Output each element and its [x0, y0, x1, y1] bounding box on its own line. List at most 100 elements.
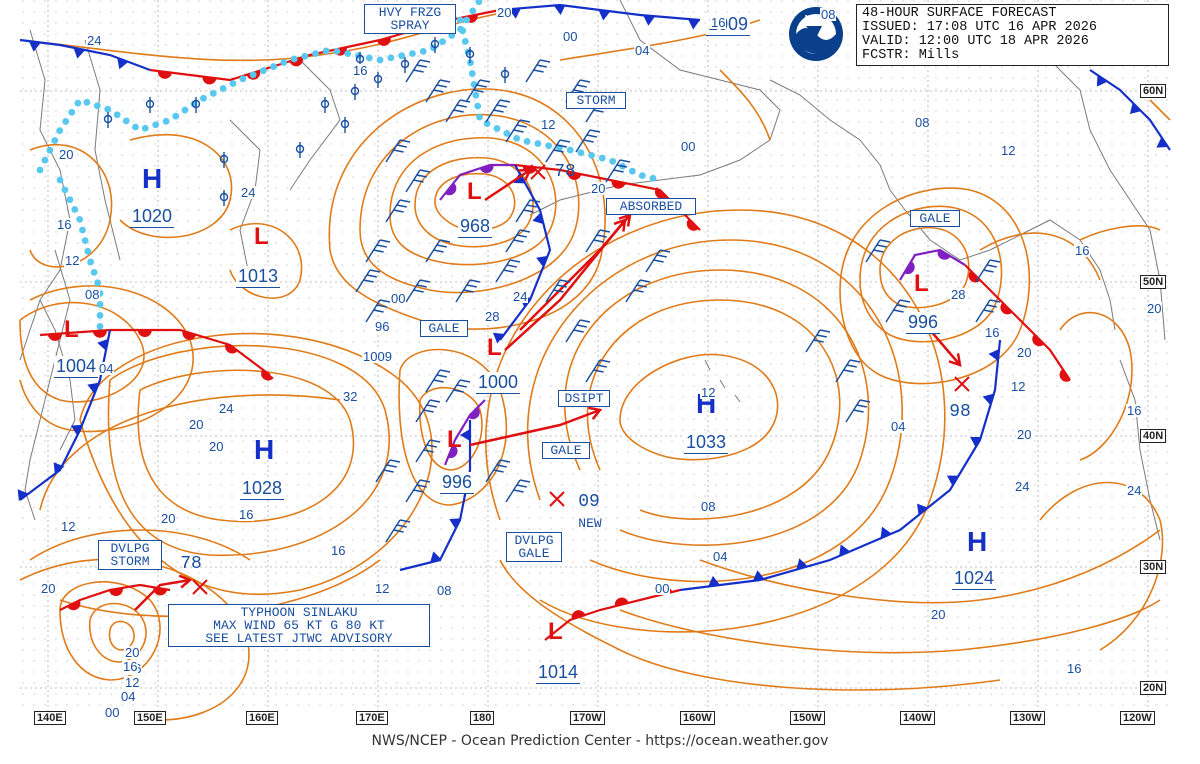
- wind-barb: [975, 259, 1001, 283]
- freezing-spray-symbol: [400, 57, 410, 73]
- ice-front: [56, 176, 104, 330]
- isobar-label: 16: [1126, 403, 1143, 418]
- occl-front: [443, 399, 486, 466]
- isobar-label: 04: [890, 419, 907, 434]
- gale-warning-label-ne: GALE: [910, 210, 960, 227]
- wind-barb: [465, 79, 491, 103]
- wind-barb: [585, 359, 611, 383]
- cold-front: [679, 339, 1002, 592]
- forecast-x-mark: [954, 376, 970, 392]
- forecast-position-value: 98: [949, 402, 971, 422]
- longitude-label: 160W: [680, 711, 715, 725]
- isobar-label: 04: [98, 361, 115, 376]
- track-arrowhead: [618, 213, 632, 227]
- central-pressure-value: 1033: [684, 432, 729, 454]
- wind-barb: [505, 119, 531, 143]
- heavy-freezing-spray-label: HVY FRZG SPRAY: [364, 4, 456, 34]
- latitude-label: 60N: [1140, 84, 1167, 98]
- isobar-label: 24: [1126, 483, 1143, 498]
- isobar-label: 12: [64, 253, 81, 268]
- isobar-label: 12: [540, 117, 557, 132]
- wind-barb: [485, 99, 511, 123]
- central-pressure-value: 996: [440, 472, 475, 494]
- isobar-label: 20: [208, 439, 225, 454]
- isobar-label: 20: [58, 147, 75, 162]
- wind-barbs: [355, 59, 1001, 543]
- storm-tracks: [134, 168, 962, 611]
- forecast-position-marks: [192, 164, 970, 595]
- wind-barb: [865, 239, 891, 263]
- isobar-label: 08: [914, 115, 931, 130]
- isobar-label: 20: [496, 5, 513, 20]
- isobar-label: 96: [374, 319, 391, 334]
- isobar-label: 12: [700, 385, 717, 400]
- wind-barb: [565, 319, 591, 343]
- isobar-label: 24: [218, 401, 235, 416]
- storm-track-arrow: [484, 168, 531, 202]
- isobar-label: 12: [1000, 143, 1017, 158]
- longitude-label: 170W: [570, 711, 605, 725]
- wind-barb: [425, 79, 451, 103]
- low-pressure-letter: L: [467, 178, 482, 205]
- isobar-label: 04: [120, 689, 137, 704]
- isobar-label: 16: [710, 15, 727, 30]
- isobar-label: 24: [1014, 479, 1031, 494]
- storm-track-arrow: [929, 329, 961, 366]
- wind-barb: [425, 239, 451, 263]
- isobar-label: 16: [330, 543, 347, 558]
- wind-barb: [515, 199, 541, 223]
- longitude-label: 120W: [1120, 711, 1155, 725]
- longitude-label: 170E: [356, 711, 388, 725]
- low-pressure-letter: L: [548, 618, 563, 645]
- isobar-label: 00: [654, 581, 671, 596]
- longitude-label: 150E: [134, 711, 166, 725]
- isobar-label: 00: [390, 291, 407, 306]
- high-pressure-letter: H: [254, 434, 275, 465]
- wind-barb: [485, 459, 511, 483]
- isobar-label: 28: [950, 287, 967, 302]
- forecast-position-value: 78: [554, 162, 576, 182]
- high-pressure-letter: H: [967, 526, 988, 557]
- wind-barb: [835, 359, 861, 383]
- wind-barb: [405, 279, 431, 303]
- credit-line: NWS/NCEP - Ocean Prediction Center - htt…: [371, 733, 829, 749]
- isobar-label: 28: [484, 309, 501, 324]
- wind-barb: [445, 99, 471, 123]
- track-arrowhead: [178, 574, 193, 589]
- occl-front: [439, 163, 515, 201]
- forecast-header: 48-HOUR SURFACE FORECAST ISSUED: 17:08 U…: [856, 4, 1169, 66]
- wind-barb: [385, 199, 411, 223]
- central-pressure-value: 1028: [240, 478, 285, 500]
- wind-barb: [545, 139, 571, 163]
- central-pressure-value: 1004: [54, 356, 99, 378]
- longitude-label: 150W: [790, 711, 825, 725]
- freezing-spray-symbol: [103, 112, 113, 128]
- isobar-label: 12: [60, 519, 77, 534]
- track-arrowhead: [588, 406, 603, 420]
- low-pressure-letter: L: [487, 334, 502, 361]
- gale-warning-label-mid: GALE: [420, 320, 468, 337]
- occl-front: [899, 248, 966, 281]
- freezing-spray-symbol: [500, 67, 510, 83]
- wind-barb: [585, 229, 611, 253]
- isobar-label: 20: [40, 581, 57, 596]
- freezing-spray-symbol: [350, 84, 360, 100]
- isobar-label: 08: [84, 287, 101, 302]
- header-title: 48-HOUR SURFACE FORECAST: [862, 6, 1057, 21]
- isobar-label: 04: [634, 43, 651, 58]
- isobar-label: 00: [104, 705, 121, 720]
- latitude-label: 40N: [1140, 429, 1167, 443]
- isobar-label: 20: [160, 511, 177, 526]
- isobar-label: 16: [122, 659, 139, 674]
- cold-front: [1089, 69, 1171, 151]
- isobar-label: 20: [1146, 301, 1163, 316]
- wind-barb: [455, 279, 481, 303]
- isobar-label: 20: [590, 181, 607, 196]
- low-pressure-letter: L: [447, 426, 462, 453]
- wind-barb: [385, 519, 411, 543]
- wind-barb: [845, 399, 871, 423]
- wind-barb: [605, 159, 631, 183]
- central-pressure-value: 996: [906, 312, 941, 334]
- forecast-position-value: 09: [578, 492, 600, 512]
